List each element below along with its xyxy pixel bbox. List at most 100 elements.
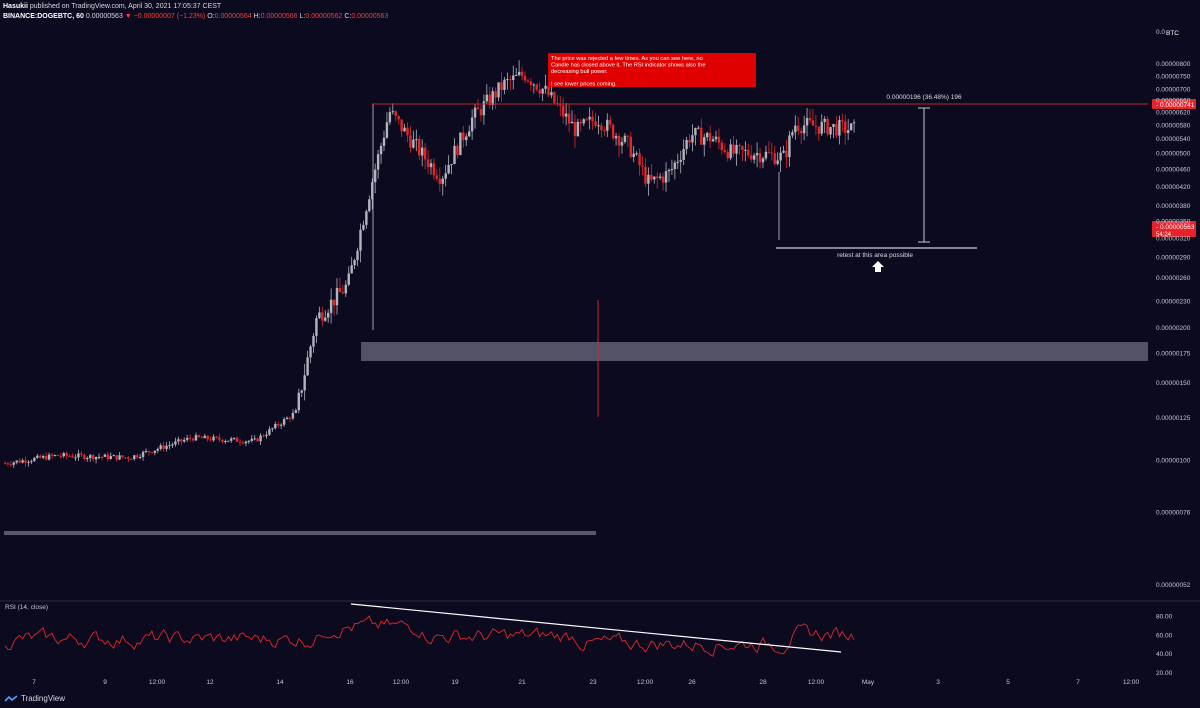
candle-body — [121, 455, 124, 458]
price-tick-label: 0.00000200 — [1156, 325, 1191, 332]
author-name[interactable]: Hasukii — [3, 3, 28, 10]
candle-body — [720, 142, 724, 151]
price-tick-label: 0.00000800 — [1156, 61, 1191, 68]
candle-body — [300, 390, 303, 393]
candle-body — [515, 75, 518, 77]
candle-body — [197, 435, 201, 438]
candle-body — [385, 122, 389, 138]
candle-body — [103, 454, 107, 457]
candle-body — [180, 439, 183, 442]
candle-body — [497, 82, 500, 98]
candle-body — [376, 154, 380, 170]
candle-body — [835, 124, 838, 136]
candle-body — [611, 124, 615, 139]
time-tick-label: 28 — [759, 679, 767, 686]
candle-body — [506, 79, 509, 81]
candle-body — [594, 121, 597, 126]
candle-body — [597, 125, 600, 127]
candle-body — [700, 127, 703, 145]
candle-body — [91, 455, 95, 460]
price-tick-label: 0.00000150 — [1156, 380, 1191, 387]
tradingview-footer[interactable]: TradingView — [4, 694, 65, 703]
rsi-line — [4, 615, 855, 657]
candle-body — [509, 79, 512, 81]
candle-body — [165, 445, 168, 449]
candle-body — [3, 463, 7, 465]
candle-body — [403, 127, 406, 132]
footer-brand: TradingView — [21, 694, 66, 703]
candle-body — [726, 151, 729, 159]
open-value: 0.00000564 — [214, 13, 252, 20]
candle-body — [723, 150, 726, 152]
candle-body — [761, 158, 765, 163]
candle-body — [532, 84, 536, 86]
candle-body — [494, 91, 497, 98]
candle-body — [124, 457, 127, 459]
candle-body — [332, 299, 336, 306]
candle-body — [703, 137, 706, 145]
candle-body — [729, 144, 732, 159]
rsi-tick-label: 20.00 — [1156, 670, 1173, 677]
candle-body — [841, 119, 844, 122]
candle-body — [394, 111, 397, 117]
price-tick-label: 0.00000580 — [1156, 122, 1191, 129]
candle-body — [685, 139, 688, 150]
candle-body — [717, 136, 721, 143]
candle-body — [814, 125, 818, 127]
price-tick-label: 0.00000500 — [1156, 151, 1191, 158]
ohlc-line: BINANCE:DOGEBTC, 60 0.00000563 ▼ −0.0000… — [3, 12, 388, 21]
candle-body — [802, 125, 806, 134]
candle-body — [400, 119, 403, 132]
candle-body — [564, 113, 568, 117]
candle-body — [371, 182, 374, 200]
candle-body — [635, 153, 638, 155]
candle-body — [462, 132, 465, 141]
close-label: C: — [344, 13, 352, 20]
candle-body — [62, 453, 65, 457]
candle-body — [259, 435, 262, 442]
candle-body — [274, 424, 277, 429]
candle-body — [415, 139, 418, 141]
candle-body — [661, 176, 665, 183]
candle-body — [664, 171, 668, 183]
last-price-tag — [1152, 221, 1196, 237]
candle-body — [441, 178, 444, 184]
price-tick-label: 0.00000260 — [1156, 275, 1191, 282]
candle-body — [206, 435, 209, 440]
candle-body — [127, 457, 130, 459]
candle-body — [579, 121, 583, 124]
candle-body — [844, 121, 847, 133]
candle-body — [74, 457, 77, 459]
tradingview-logo-icon — [4, 694, 18, 702]
candle-body — [65, 453, 68, 456]
candle-body — [644, 166, 647, 184]
candle-body — [209, 439, 212, 441]
time-tick-label: 12:00 — [637, 679, 654, 686]
time-tick-label: 12:00 — [149, 679, 166, 686]
candle-body — [823, 118, 826, 122]
candle-body — [235, 437, 239, 442]
candle-body — [83, 454, 86, 460]
price-tick-label: 0.00000420 — [1156, 184, 1191, 191]
candle-body — [588, 116, 591, 120]
candle-body — [279, 424, 283, 426]
symbol-label[interactable]: BINANCE:DOGEBTC, 60 — [3, 13, 84, 20]
candle-body — [238, 441, 242, 443]
published-text: published on TradingView.com, April 30, … — [29, 3, 222, 10]
candle-body — [476, 107, 480, 110]
candle-body — [282, 419, 286, 425]
candle-body — [817, 126, 821, 134]
candle-body — [291, 412, 295, 419]
candle-body — [423, 147, 427, 160]
candle-body — [576, 121, 580, 137]
candle-body — [838, 119, 841, 136]
candle-body — [849, 123, 853, 131]
down-arrow-icon: ▼ — [124, 13, 132, 20]
candle-body — [130, 458, 133, 460]
candle-body — [412, 139, 415, 148]
candle-body — [335, 288, 339, 306]
candle-body — [215, 436, 218, 438]
candle-body — [805, 117, 809, 126]
candle-body — [744, 149, 747, 151]
